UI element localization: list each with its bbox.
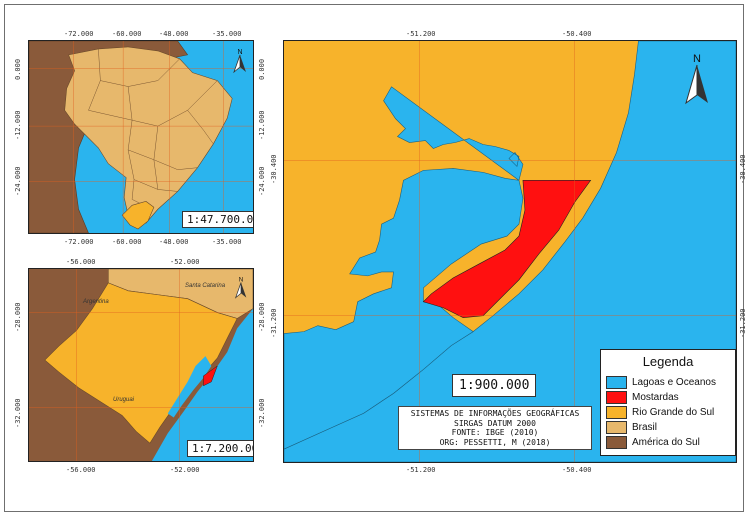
north-label: N [693, 53, 701, 65]
graticule [29, 41, 253, 233]
tick-label: -32.000 [14, 398, 22, 428]
tick-label: -48.000 [159, 30, 189, 38]
tick-label: -50.400 [562, 30, 592, 38]
tick-label: -60.000 [112, 238, 142, 246]
legend-label: Rio Grande do Sul [632, 407, 715, 418]
tick-label: -31.200 [739, 308, 747, 338]
map-credits: SISTEMAS DE INFORMAÇÕES GEOGRÁFICAS SIRG… [398, 406, 592, 450]
credits-line: SISTEMAS DE INFORMAÇÕES GEOGRÁFICAS [410, 409, 580, 418]
tick-label: -72.000 [64, 238, 94, 246]
lagoa-dos-patos [284, 86, 524, 450]
tick-label: -24.000 [258, 166, 266, 196]
credits-line: ORG: PESSETTI, M (2018) [439, 437, 551, 447]
santa-catarina-label: Santa Catarina [185, 283, 226, 289]
tick-label: -56.000 [66, 466, 96, 474]
graticule [29, 269, 253, 461]
rs-map-graphic [29, 269, 253, 461]
tick-label: -24.000 [14, 166, 22, 196]
inset-map-brazil: N 1:47.700.000 [28, 40, 254, 234]
legend-label: Brasil [632, 422, 658, 433]
tick-label: -56.000 [66, 258, 96, 266]
tick-label: -51.200 [406, 30, 436, 38]
legend-item: Lagoas e Oceanos [601, 375, 735, 390]
legend-item: Brasil [601, 420, 735, 435]
north-label: N [239, 277, 244, 284]
tick-label: -30.400 [739, 154, 747, 184]
inset-map-rio-grande-do-sul: Argentina Santa Catarina Uruguai N 1:7.2… [28, 268, 254, 462]
tick-label: -52.000 [170, 466, 200, 474]
ocean-area [151, 308, 253, 461]
mostardas-area [422, 180, 592, 318]
tick-label: -28.000 [14, 302, 22, 332]
tick-label: -72.000 [64, 30, 94, 38]
legend-item: América do Sul [601, 435, 735, 450]
tick-label: -12.000 [14, 110, 22, 140]
legend-item: Rio Grande do Sul [601, 405, 735, 420]
tick-label: -30.400 [270, 154, 278, 184]
tick-label: -28.000 [258, 302, 266, 332]
uruguai-label: Uruguai [113, 397, 135, 403]
tick-label: -52.000 [170, 258, 200, 266]
rio-grande-do-sul-land [121, 201, 155, 230]
legend-swatch [606, 376, 627, 389]
north-arrow-icon: N [233, 275, 249, 299]
legend-swatch [606, 421, 627, 434]
tick-label: 0.000 [258, 58, 266, 80]
mostardas-area [203, 365, 218, 387]
tick-label: -31.200 [270, 308, 278, 338]
tick-label: -51.200 [406, 466, 436, 474]
tick-label: -32.000 [258, 398, 266, 428]
scale-label: 1:7.200.000 [187, 440, 253, 457]
legend-swatch [606, 436, 627, 449]
brazil-map-graphic [29, 41, 253, 233]
tick-label: -35.000 [212, 238, 242, 246]
legend-item: Mostardas [601, 390, 735, 405]
north-arrow-icon: N [231, 47, 249, 73]
legend-label: Lagoas e Oceanos [632, 377, 716, 388]
north-label: N [237, 49, 242, 56]
legend-label: Mostardas [632, 392, 679, 403]
tick-label: -48.000 [159, 238, 189, 246]
legend-label: América do Sul [632, 437, 700, 448]
credits-line: SIRGAS DATUM 2000 [454, 418, 536, 428]
credits-line: FONTE: IBGE (2010) [451, 428, 539, 437]
lagoa-dos-patos [167, 356, 212, 418]
graticule [284, 41, 736, 462]
legend-swatch [606, 391, 627, 404]
tick-label: -35.000 [212, 30, 242, 38]
legend-items: Lagoas e Oceanos Mostardas Rio Grande do S… [601, 375, 735, 450]
north-arrow-icon: N [682, 51, 712, 105]
map-legend: Legenda Lagoas e Oceanos Mostardas Rio Gra… [600, 349, 736, 456]
tick-label: -60.000 [112, 30, 142, 38]
legend-title: Legenda [642, 354, 694, 369]
argentina-label: Argentina [83, 299, 109, 305]
tick-label: 0.000 [14, 58, 22, 80]
scale-label: 1:47.700.000 [182, 211, 253, 228]
tick-label: -50.400 [562, 466, 592, 474]
legend-swatch [606, 406, 627, 419]
tick-label: -12.000 [258, 110, 266, 140]
scale-label: 1:900.000 [452, 374, 537, 397]
rio-grande-do-sul-land [44, 282, 238, 444]
